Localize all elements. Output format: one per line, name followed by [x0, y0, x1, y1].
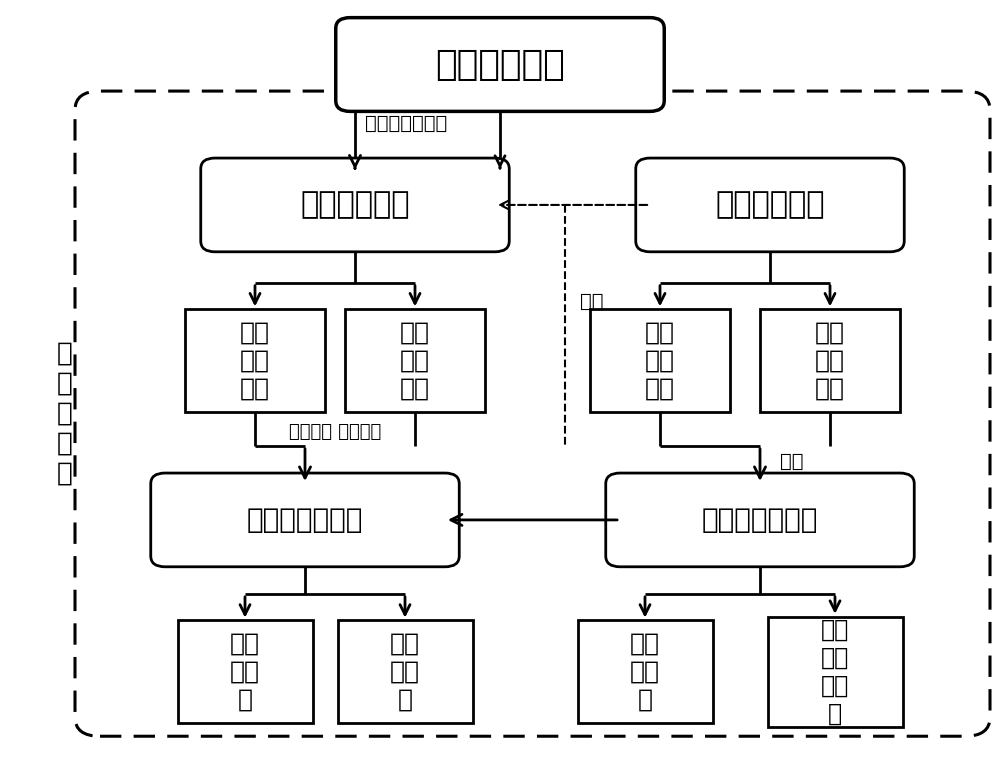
FancyBboxPatch shape	[760, 310, 900, 411]
FancyBboxPatch shape	[75, 91, 990, 736]
FancyBboxPatch shape	[590, 310, 730, 411]
FancyBboxPatch shape	[201, 158, 509, 252]
Text: 历史
数据
管理: 历史 数据 管理	[400, 321, 430, 400]
Text: 实时
数据
管理: 实时 数据 管理	[240, 321, 270, 400]
FancyBboxPatch shape	[185, 310, 325, 411]
Text: 登陆
权限
管理: 登陆 权限 管理	[645, 321, 675, 400]
Text: 权限: 权限	[780, 452, 804, 471]
Text: 高频电力流数据: 高频电力流数据	[365, 114, 447, 133]
FancyBboxPatch shape	[151, 473, 459, 567]
Text: 数据管理模块: 数据管理模块	[300, 191, 410, 219]
Text: 可视化编辑模块: 可视化编辑模块	[702, 506, 818, 534]
FancyBboxPatch shape	[336, 17, 664, 112]
Text: 可
视
化
系
统: 可 视 化 系 统	[57, 341, 73, 487]
Text: 用户管理模块: 用户管理模块	[715, 191, 825, 219]
FancyBboxPatch shape	[636, 158, 904, 252]
Text: 可视化显示模块: 可视化显示模块	[247, 506, 363, 534]
Text: 网络
可视
化: 网络 可视 化	[390, 632, 420, 711]
FancyBboxPatch shape	[178, 621, 312, 723]
FancyBboxPatch shape	[768, 616, 902, 727]
Text: 电力系统主站: 电力系统主站	[435, 48, 565, 81]
FancyBboxPatch shape	[338, 621, 473, 723]
Text: 权限: 权限	[580, 292, 604, 311]
Text: 用户
信息
管理: 用户 信息 管理	[815, 321, 845, 400]
Text: 单线
图编
辑: 单线 图编 辑	[630, 632, 660, 711]
FancyBboxPatch shape	[606, 473, 914, 567]
Text: 实时数据 历史数据: 实时数据 历史数据	[289, 424, 381, 441]
FancyBboxPatch shape	[578, 621, 712, 723]
Text: 本地
可视
化: 本地 可视 化	[230, 632, 260, 711]
Text: 地理
接线
图编
辑: 地理 接线 图编 辑	[821, 618, 849, 726]
FancyBboxPatch shape	[345, 310, 485, 411]
